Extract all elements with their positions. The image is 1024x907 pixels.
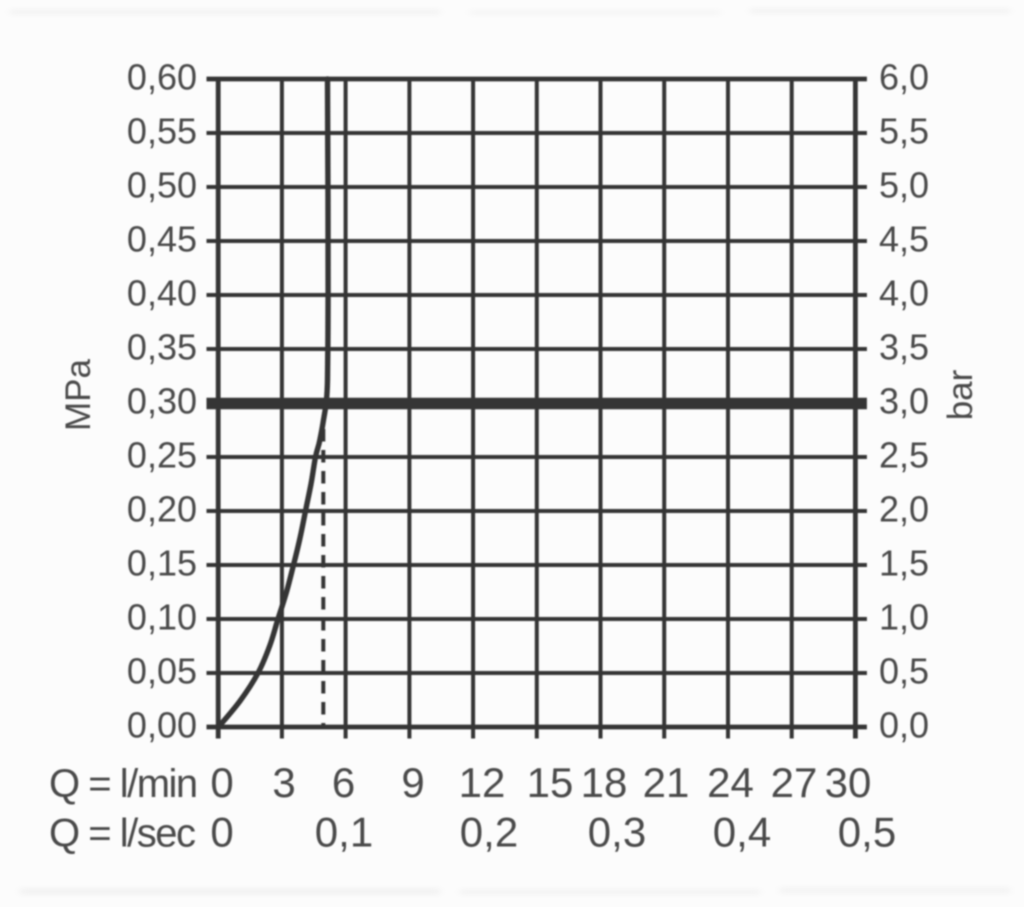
svg-text:0,15: 0,15	[127, 543, 197, 584]
svg-text:0,1: 0,1	[315, 809, 373, 856]
svg-text:3: 3	[272, 759, 295, 806]
svg-text:21: 21	[643, 759, 690, 806]
svg-text:3,5: 3,5	[879, 327, 929, 368]
svg-text:15: 15	[527, 759, 574, 806]
svg-text:0,00: 0,00	[127, 705, 197, 746]
svg-text:0,35: 0,35	[127, 327, 197, 368]
svg-text:Q = l/min: Q = l/min	[49, 762, 197, 806]
svg-text:0: 0	[210, 759, 233, 806]
svg-text:2,5: 2,5	[879, 435, 929, 476]
svg-text:4,0: 4,0	[879, 273, 929, 314]
svg-text:12: 12	[459, 759, 506, 806]
svg-text:0,45: 0,45	[127, 219, 197, 260]
svg-text:6: 6	[332, 759, 355, 806]
svg-text:5,5: 5,5	[879, 111, 929, 152]
svg-text:0,20: 0,20	[127, 489, 197, 530]
svg-text:0: 0	[210, 809, 233, 856]
svg-text:1,5: 1,5	[879, 543, 929, 584]
svg-text:2,0: 2,0	[879, 489, 929, 530]
svg-text:5,0: 5,0	[879, 165, 929, 206]
svg-text:0,5: 0,5	[879, 651, 929, 692]
svg-text:0,3: 0,3	[588, 809, 646, 856]
svg-text:0,30: 0,30	[127, 381, 197, 422]
svg-text:30: 30	[825, 759, 872, 806]
svg-text:9: 9	[401, 759, 424, 806]
svg-text:4,5: 4,5	[879, 219, 929, 260]
svg-text:MPa: MPa	[59, 358, 98, 431]
svg-text:0,60: 0,60	[127, 57, 197, 98]
svg-text:0,25: 0,25	[127, 435, 197, 476]
svg-text:0,4: 0,4	[713, 809, 771, 856]
svg-text:0,05: 0,05	[127, 651, 197, 692]
svg-text:1,0: 1,0	[879, 597, 929, 638]
svg-text:bar: bar	[941, 369, 980, 420]
svg-text:24: 24	[707, 759, 754, 806]
svg-text:6,0: 6,0	[879, 57, 929, 98]
svg-text:18: 18	[581, 759, 628, 806]
svg-text:3,0: 3,0	[879, 381, 929, 422]
svg-text:27: 27	[771, 759, 818, 806]
svg-text:0,10: 0,10	[127, 597, 197, 638]
svg-text:0,5: 0,5	[838, 809, 896, 856]
svg-text:0,40: 0,40	[127, 273, 197, 314]
svg-text:Q = l/sec: Q = l/sec	[49, 812, 195, 856]
svg-text:0,50: 0,50	[127, 165, 197, 206]
svg-text:0,55: 0,55	[127, 111, 197, 152]
svg-text:0,2: 0,2	[460, 809, 518, 856]
svg-text:0,0: 0,0	[879, 705, 929, 746]
